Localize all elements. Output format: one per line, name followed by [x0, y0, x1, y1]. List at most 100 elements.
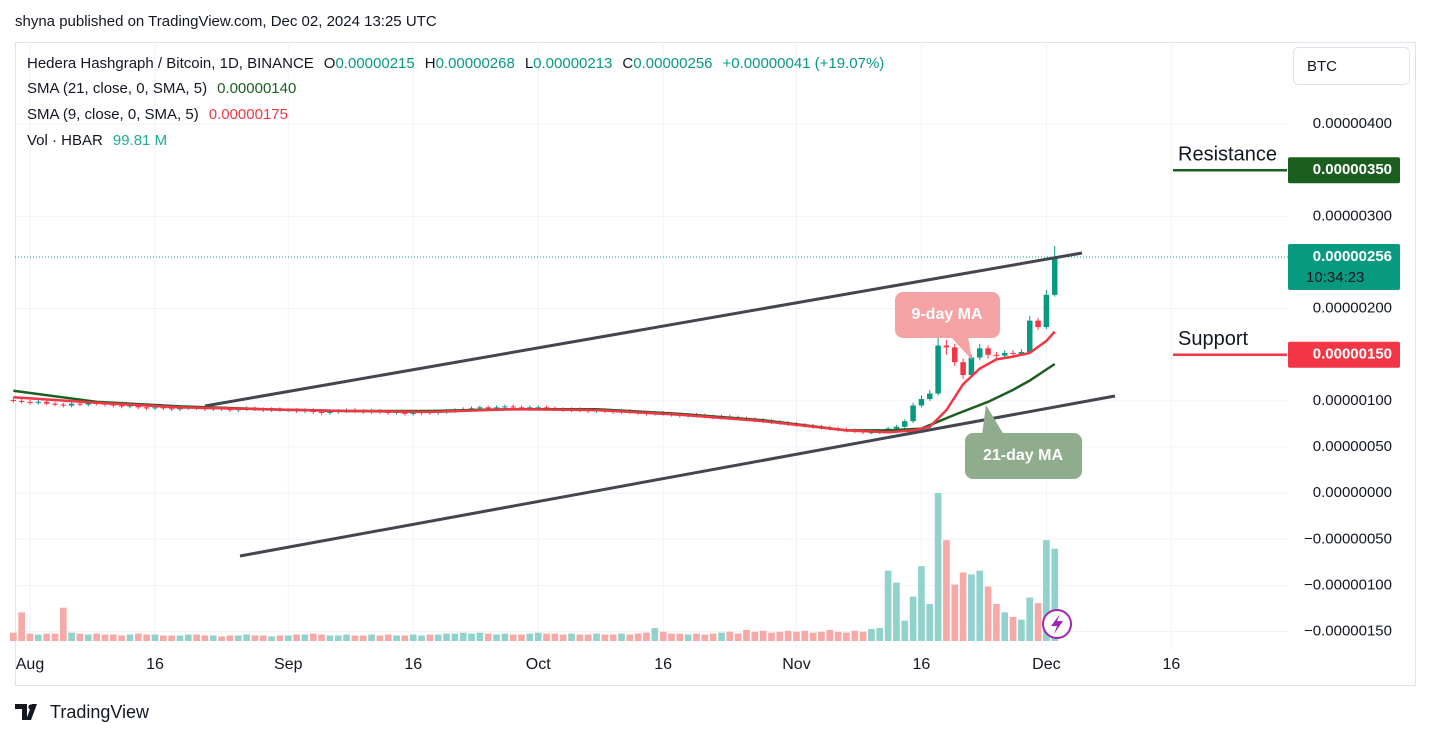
- candle-body: [85, 402, 92, 405]
- candle-body: [10, 399, 17, 401]
- volume-bar: [784, 630, 792, 641]
- volume-bar: [726, 631, 734, 641]
- volume-bar: [693, 633, 700, 641]
- candle-body: [143, 407, 150, 409]
- volume-bar: [584, 634, 592, 641]
- volume-bar: [984, 586, 992, 641]
- candle-body: [543, 407, 550, 409]
- volume-bar: [209, 635, 217, 641]
- volume-bar: [451, 633, 459, 641]
- y-tick-label: −0.00000100: [1304, 576, 1392, 593]
- level-tag: [1288, 341, 1400, 368]
- candle-body: [485, 407, 491, 409]
- volume-bar: [709, 633, 717, 641]
- sma-lines: [13, 330, 1056, 434]
- volume-bar: [734, 633, 742, 641]
- legend-volume: Vol · HBAR 99.81 M: [27, 132, 167, 149]
- candle-body: [68, 403, 75, 406]
- volume-bar: [976, 570, 984, 641]
- sma21-callout: [965, 433, 1082, 479]
- level-name: Support: [1178, 328, 1248, 350]
- currency-button[interactable]: [1293, 47, 1410, 85]
- volume-bar: [943, 540, 950, 641]
- candle-body: [135, 405, 142, 408]
- alert-bolt: [1051, 614, 1063, 634]
- volume-bar: [251, 635, 259, 641]
- legend-sma9: SMA (9, close, 0, SMA, 5) 0.00000175: [27, 106, 288, 123]
- o-value: 0.00000215: [335, 55, 414, 72]
- volume-bar: [284, 635, 292, 641]
- level-name: Resistance: [1178, 144, 1277, 166]
- level-tag-label: 0.00000350: [1313, 161, 1392, 178]
- y-tick-label: −0.00000150: [1304, 623, 1392, 640]
- y-tick-label: −0.00000050: [1304, 530, 1392, 547]
- h-value: 0.00000268: [436, 55, 515, 72]
- volume-bar: [109, 634, 117, 641]
- x-tick-label: 16: [654, 656, 672, 673]
- volume-bar: [93, 633, 100, 641]
- volume-bar: [268, 636, 275, 641]
- volume-bar: [618, 633, 625, 641]
- candle-body: [1010, 352, 1016, 354]
- volume-bar: [51, 633, 59, 641]
- legend-name: SMA (9, close, 0, SMA, 5): [27, 106, 199, 123]
- candle-body: [168, 408, 175, 410]
- legend-value: 0.00000175: [209, 106, 288, 123]
- volume-bar: [234, 635, 242, 641]
- volume-bar: [1018, 619, 1025, 641]
- sma21-pointer: [982, 405, 1004, 435]
- volume-bar: [684, 634, 692, 641]
- volume-bar: [918, 566, 925, 641]
- volume-bar: [343, 634, 350, 641]
- y-tick-label: 0.00000400: [1313, 115, 1392, 132]
- y-tick-label: 0.00000050: [1313, 438, 1392, 455]
- x-tick-label: Sep: [274, 656, 303, 673]
- volume-bar: [134, 633, 142, 641]
- candle-body: [127, 405, 133, 407]
- legend-name: Vol · HBAR: [27, 132, 103, 149]
- volume-bar: [476, 632, 484, 641]
- volume-bar: [893, 582, 900, 641]
- brand-logo: [15, 704, 37, 720]
- currency-label[interactable]: BTC: [1307, 58, 1337, 75]
- change: +0.00000041 (+19.07%): [723, 55, 885, 72]
- volume-bar: [459, 632, 467, 641]
- volume-bar: [326, 635, 334, 641]
- candle-body: [893, 426, 900, 429]
- candle-body: [327, 411, 333, 413]
- volume-bar: [776, 631, 784, 641]
- volume-bar: [576, 634, 584, 641]
- x-tick-label: Dec: [1032, 656, 1060, 673]
- symbol: Hedera Hashgraph / Bitcoin, 1D, BINANCE: [27, 55, 314, 72]
- volume-bar: [801, 630, 809, 641]
- volume-bar: [534, 632, 542, 641]
- sma9-note: 9-day MA: [911, 306, 983, 323]
- volume-bar: [1034, 603, 1042, 641]
- volume-bar: [701, 634, 709, 641]
- volume-bar: [1026, 597, 1034, 641]
- volume-bar: [659, 631, 667, 641]
- y-tick-label: 0.00000200: [1313, 300, 1392, 317]
- volume-bar: [201, 635, 209, 641]
- x-tick-label: Oct: [526, 656, 551, 673]
- price-pane: [10, 245, 1288, 435]
- volume-bar: [401, 635, 409, 641]
- candle-body: [1001, 352, 1008, 356]
- h-letter: H: [425, 55, 436, 72]
- volume-bar: [809, 632, 817, 641]
- level-tag-label: 0.00000150: [1313, 346, 1392, 363]
- candle-body: [527, 407, 533, 409]
- volume-bar: [876, 628, 884, 641]
- volume-bar: [543, 633, 550, 641]
- candle-body: [43, 401, 50, 404]
- volume-bar: [626, 634, 634, 641]
- volume-bar: [226, 635, 234, 641]
- volume-bar: [518, 634, 525, 641]
- volume-bar: [10, 632, 17, 641]
- volume-bar: [351, 635, 359, 641]
- candle-body: [1035, 320, 1041, 328]
- candle-body: [152, 407, 158, 409]
- legend-name: SMA (21, close, 0, SMA, 5): [27, 80, 207, 97]
- volume-bar: [484, 633, 492, 641]
- volume-bar: [1051, 548, 1059, 641]
